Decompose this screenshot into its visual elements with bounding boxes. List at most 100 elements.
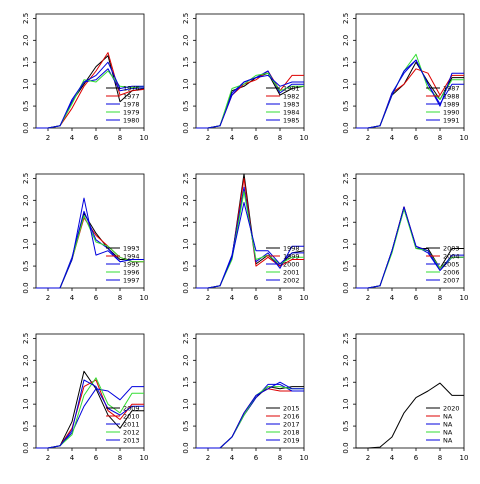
legend-label: 2018	[283, 429, 300, 437]
legend-label: 2017	[283, 421, 300, 429]
legend-label: NA	[443, 421, 453, 429]
legend-label: 1982	[283, 93, 300, 101]
series-line-1997	[36, 197, 144, 289]
y-tick-label: 1.5	[342, 57, 350, 68]
x-tick-label: 6	[94, 454, 99, 462]
x-tick-label: 8	[438, 134, 442, 142]
x-tick-label: 8	[118, 294, 122, 302]
legend-label: 1981	[283, 85, 300, 93]
plot-frame	[195, 173, 305, 289]
x-tick-label: 10	[140, 134, 149, 142]
series-line-2007	[356, 206, 464, 289]
legend-label: 1979	[123, 109, 140, 117]
x-tick-label: 4	[230, 294, 235, 302]
y-tick-label: 2.0	[182, 195, 190, 206]
x-tick-label: 2	[46, 454, 50, 462]
legend-label: NA	[443, 437, 453, 445]
x-tick-label: 6	[414, 454, 419, 462]
y-tick-label: 2.0	[342, 35, 350, 46]
y-tick-label: 1.5	[342, 377, 350, 388]
x-tick-label: 10	[300, 134, 309, 142]
y-tick-label: 0.5	[182, 101, 190, 112]
y-tick-label: 1.5	[182, 57, 190, 68]
panel-4: 2 4 6 8 10 0.0 0.5 1.0 1.5 2.0 2.5 1993199419951996…	[22, 173, 148, 302]
y-tick-label: 0.5	[182, 261, 190, 272]
y-tick-label: 2.0	[22, 195, 30, 206]
y-tick-label: 1.5	[22, 377, 30, 388]
x-tick-label: 10	[300, 454, 309, 462]
legend-label: 1996	[123, 269, 140, 277]
legend-label: 1985	[283, 117, 300, 125]
y-tick-label: 0.5	[342, 261, 350, 272]
y-tick-label: 1.0	[342, 399, 350, 410]
y-tick-label: 0.0	[342, 122, 350, 133]
legend-label: 2002	[283, 277, 300, 285]
y-tick-label: 1.5	[22, 217, 30, 228]
legend-label: 1998	[283, 245, 300, 253]
x-tick-label: 2	[366, 454, 370, 462]
legend-label: 2003	[443, 245, 460, 253]
x-tick-label: 2	[46, 134, 50, 142]
x-tick-label: 8	[438, 454, 442, 462]
y-tick-label: 1.0	[342, 239, 350, 250]
legend-label: 1988	[443, 93, 460, 101]
x-tick-label: 10	[460, 134, 469, 142]
x-tick-label: 2	[366, 294, 370, 302]
legend-label: 1983	[283, 101, 300, 109]
plot-frame	[35, 173, 145, 289]
x-tick-label: 4	[70, 294, 75, 302]
series-line-1991	[356, 59, 464, 129]
x-tick-label: 10	[140, 294, 149, 302]
y-tick-label: 1.0	[22, 239, 30, 250]
x-tick-label: 6	[414, 134, 419, 142]
y-tick-label: 2.5	[22, 173, 30, 184]
legend-label: 2005	[443, 261, 460, 269]
legend-label: 1993	[123, 245, 140, 253]
x-tick-label: 4	[230, 134, 235, 142]
legend-label: 2000	[283, 261, 300, 269]
x-tick-label: 10	[460, 454, 469, 462]
series-line-2020	[356, 382, 464, 449]
x-tick-label: 10	[460, 294, 469, 302]
legend-label: 1987	[443, 85, 460, 93]
x-tick-label: 8	[278, 454, 282, 462]
series-line-2002	[196, 202, 304, 289]
legend-label: 1976	[123, 85, 140, 93]
y-tick-label: 1.5	[182, 217, 190, 228]
legend-label: 2011	[123, 421, 140, 429]
y-tick-label: 1.0	[22, 399, 30, 410]
x-tick-label: 2	[206, 294, 210, 302]
legend-label: 2009	[123, 405, 140, 413]
panel-5: 2 4 6 8 10 0.0 0.5 1.0 1.5 2.0 2.5 1998199920002001…	[182, 173, 308, 302]
x-tick-label: 4	[390, 294, 395, 302]
x-tick-label: 2	[366, 134, 370, 142]
x-tick-label: 4	[390, 454, 395, 462]
plot-frame	[355, 173, 465, 289]
plot-frame	[35, 13, 145, 129]
y-tick-label: 1.5	[182, 377, 190, 388]
legend-label: NA	[443, 429, 453, 437]
legend-label: 2013	[123, 437, 140, 445]
legend-label: 1980	[123, 117, 140, 125]
y-tick-label: 0.5	[342, 101, 350, 112]
x-tick-label: 10	[140, 454, 149, 462]
y-tick-label: 0.5	[22, 101, 30, 112]
y-tick-label: 1.0	[182, 79, 190, 90]
y-tick-label: 2.0	[342, 355, 350, 366]
y-tick-label: 1.5	[22, 57, 30, 68]
legend-label: 1984	[283, 109, 300, 117]
x-tick-label: 8	[118, 134, 122, 142]
plot-frame	[195, 13, 305, 129]
plot-frame	[35, 333, 145, 449]
x-tick-label: 6	[254, 134, 259, 142]
legend-label: 1978	[123, 101, 140, 109]
x-tick-label: 4	[70, 134, 75, 142]
y-tick-label: 0.0	[342, 282, 350, 293]
panel-6: 2 4 6 8 10 0.0 0.5 1.0 1.5 2.0 2.5 2003200420052006…	[342, 173, 468, 302]
panel-1: 2 4 6 8 10 0.0 0.5 1.0 1.5 2.0 2.5 1976197719781979…	[22, 13, 148, 142]
x-tick-label: 2	[206, 454, 210, 462]
panel-3: 2 4 6 8 10 0.0 0.5 1.0 1.5 2.0 2.5 1987198819891990…	[342, 13, 468, 142]
x-tick-label: 10	[300, 294, 309, 302]
